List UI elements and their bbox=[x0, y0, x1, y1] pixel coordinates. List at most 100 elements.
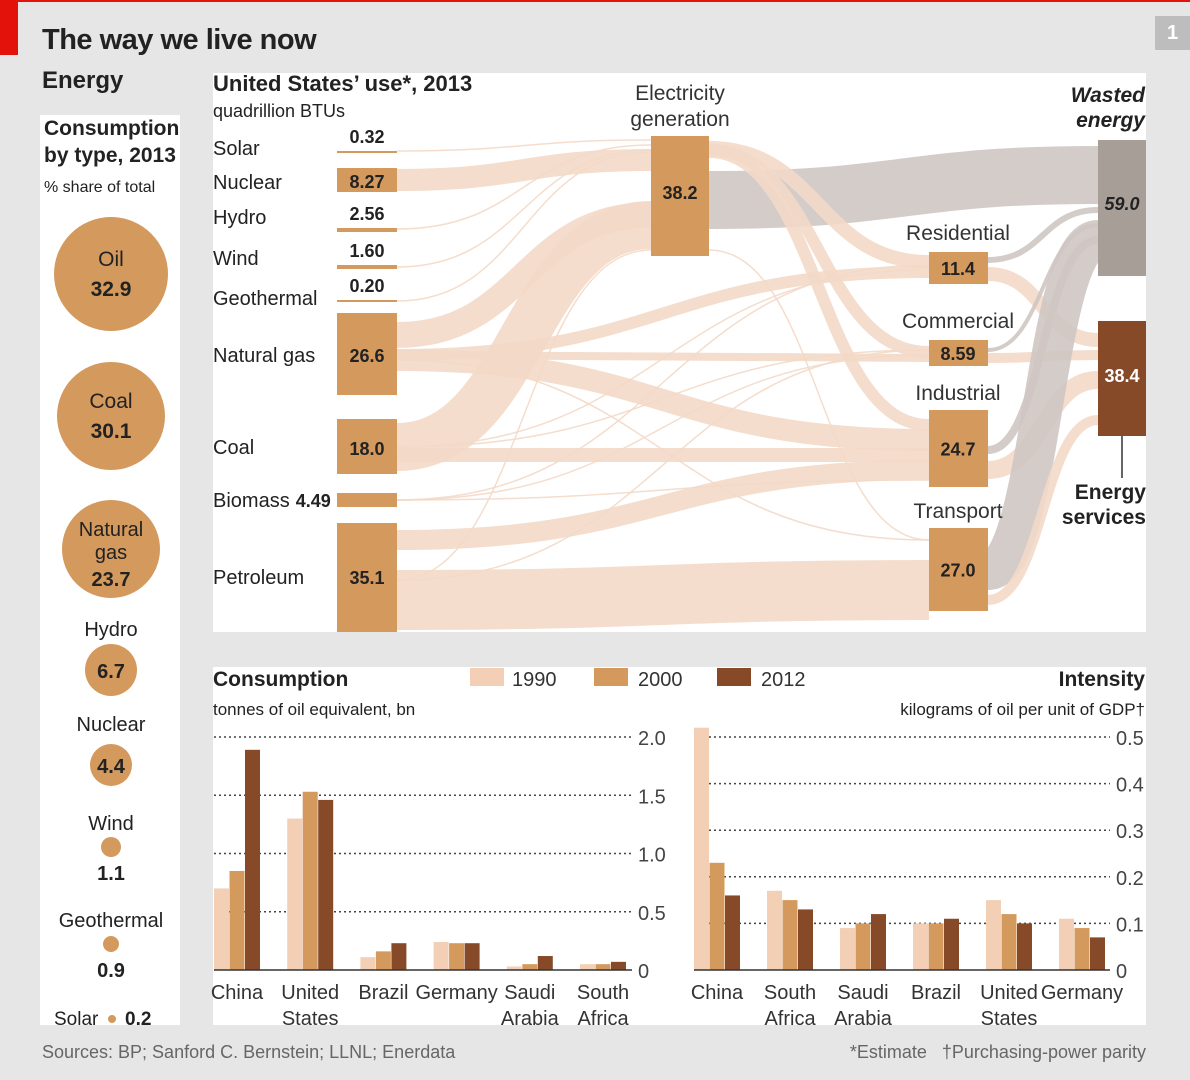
bar-brazil-1990 bbox=[360, 957, 376, 970]
panel-title: Consumption bbox=[44, 117, 179, 140]
bar-saudi-arabia-1990 bbox=[506, 966, 522, 970]
bubble-label: Natural bbox=[79, 519, 143, 541]
source-bar-solar bbox=[337, 151, 397, 153]
source-value: 0.32 bbox=[349, 127, 384, 147]
source-bar-wind bbox=[337, 265, 397, 269]
bubble-label: Nuclear bbox=[77, 714, 146, 736]
bar-chart-title: Intensity bbox=[1059, 668, 1146, 691]
bar-brazil-2012 bbox=[391, 943, 407, 970]
sector-label: Transport bbox=[913, 500, 1002, 523]
bar-south-africa-1990 bbox=[580, 964, 595, 970]
legend-swatch-2012 bbox=[717, 668, 751, 686]
sector-box-industrial bbox=[929, 410, 988, 487]
source-bar-petroleum bbox=[337, 523, 397, 632]
bubble-label: Solar bbox=[54, 1009, 99, 1030]
source-bar-geothermal bbox=[337, 300, 397, 302]
bubble-label: Hydro bbox=[84, 619, 137, 641]
flow-residential-wasted bbox=[987, 207, 1099, 263]
bar-germany-2000 bbox=[1074, 928, 1090, 970]
bar-united-states-1990 bbox=[986, 900, 1001, 970]
bubble-value: 0.2 bbox=[125, 1009, 151, 1030]
bar-south-africa-2012 bbox=[611, 961, 626, 970]
y-tick-label: 0 bbox=[1116, 961, 1127, 983]
bar-germany-2000 bbox=[449, 943, 465, 970]
wasted-label: Wasted bbox=[1071, 84, 1146, 107]
bubble-value: 30.1 bbox=[91, 420, 132, 443]
sector-value: 8.59 bbox=[940, 344, 975, 364]
y-tick-label: 0.3 bbox=[1116, 821, 1144, 843]
sources-note: Sources: BP; Sanford C. Bernstein; LLNL;… bbox=[42, 1042, 456, 1062]
bubble-value: 1.1 bbox=[97, 863, 125, 885]
flow-transport-wasted bbox=[981, 220, 1105, 590]
category-label: South bbox=[764, 982, 816, 1004]
source-label: Coal bbox=[213, 437, 254, 459]
source-value: 0.20 bbox=[349, 276, 384, 296]
chart-number-badge: 1 bbox=[1155, 16, 1190, 50]
source-value: 35.1 bbox=[349, 568, 384, 588]
sankey-thin-flow bbox=[708, 249, 930, 541]
sankey-unit: quadrillion BTUs bbox=[213, 101, 345, 121]
bar-south-africa-2012 bbox=[798, 909, 813, 970]
bar-china-2012 bbox=[245, 749, 260, 970]
sector-box-residential bbox=[929, 252, 988, 284]
source-bar-coal bbox=[337, 419, 397, 474]
legend-label: 2000 bbox=[638, 669, 683, 691]
category-label: Germany bbox=[1041, 982, 1123, 1004]
bubble-natural-gas bbox=[62, 500, 160, 598]
category-label: Africa bbox=[577, 1008, 629, 1030]
source-label: Petroleum bbox=[213, 567, 304, 589]
source-label: Wind bbox=[213, 248, 259, 270]
y-tick-label: 0.4 bbox=[1116, 775, 1144, 797]
source-value: 8.27 bbox=[349, 172, 384, 192]
panel-title: by type, 2013 bbox=[44, 144, 176, 167]
sector-value: 24.7 bbox=[940, 440, 975, 460]
source-label: Nuclear bbox=[213, 172, 282, 194]
bar-chart-title: Consumption bbox=[213, 668, 348, 691]
legend-swatch-2000 bbox=[594, 668, 628, 686]
top-rule bbox=[0, 0, 1190, 2]
page-title: The way we live now bbox=[42, 24, 317, 56]
wasted-energy-box bbox=[1098, 140, 1146, 276]
category-label: United bbox=[281, 982, 339, 1004]
bubble-oil bbox=[54, 217, 168, 331]
legend-label: 1990 bbox=[512, 669, 557, 691]
y-tick-label: 0.5 bbox=[638, 903, 666, 925]
bubble-value: 23.7 bbox=[92, 569, 131, 591]
bar-united-states-2012 bbox=[1017, 923, 1032, 970]
footnotes: *Estimate †Purchasing-power parity bbox=[850, 1042, 1146, 1063]
legend-label: 2012 bbox=[761, 669, 806, 691]
bar-united-states-1990 bbox=[287, 818, 303, 970]
bar-south-africa-2000 bbox=[782, 900, 798, 970]
source-value: 26.6 bbox=[349, 346, 384, 366]
bubble-value: 6.7 bbox=[97, 661, 125, 683]
services-label: Energy bbox=[1075, 481, 1147, 504]
bar-china-2000 bbox=[709, 862, 725, 970]
category-label: Africa bbox=[764, 1008, 816, 1030]
category-label: China bbox=[691, 982, 744, 1004]
bar-germany-2012 bbox=[1090, 937, 1105, 970]
bar-united-states-2000 bbox=[302, 791, 318, 970]
category-label: Brazil bbox=[911, 982, 961, 1004]
bubble-hydro bbox=[85, 644, 137, 696]
bubble-label: Coal bbox=[89, 390, 132, 413]
y-tick-label: 1.0 bbox=[638, 845, 666, 867]
y-tick-label: 0.5 bbox=[1116, 728, 1144, 750]
bubble-coal bbox=[57, 362, 165, 470]
electricity-label: generation bbox=[630, 108, 729, 131]
source-value: 2.56 bbox=[349, 204, 384, 224]
services-value: 38.4 bbox=[1104, 366, 1139, 386]
bubble-value: 0.9 bbox=[97, 960, 125, 982]
y-tick-label: 0.2 bbox=[1116, 868, 1144, 890]
electricity-label: Electricity bbox=[635, 82, 725, 105]
bar-saudi-arabia-2000 bbox=[855, 923, 871, 970]
y-tick-label: 0.1 bbox=[1116, 914, 1144, 936]
sankey-thin-flow bbox=[396, 249, 652, 581]
bubble-label: Oil bbox=[98, 248, 124, 271]
category-label: Germany bbox=[415, 982, 497, 1004]
bubble-nuclear bbox=[90, 744, 132, 786]
flow-petroleum-transport bbox=[396, 560, 930, 630]
section-title: Energy bbox=[42, 67, 124, 94]
bubble-value: 32.9 bbox=[91, 278, 132, 301]
bar-germany-1990 bbox=[1059, 918, 1074, 970]
